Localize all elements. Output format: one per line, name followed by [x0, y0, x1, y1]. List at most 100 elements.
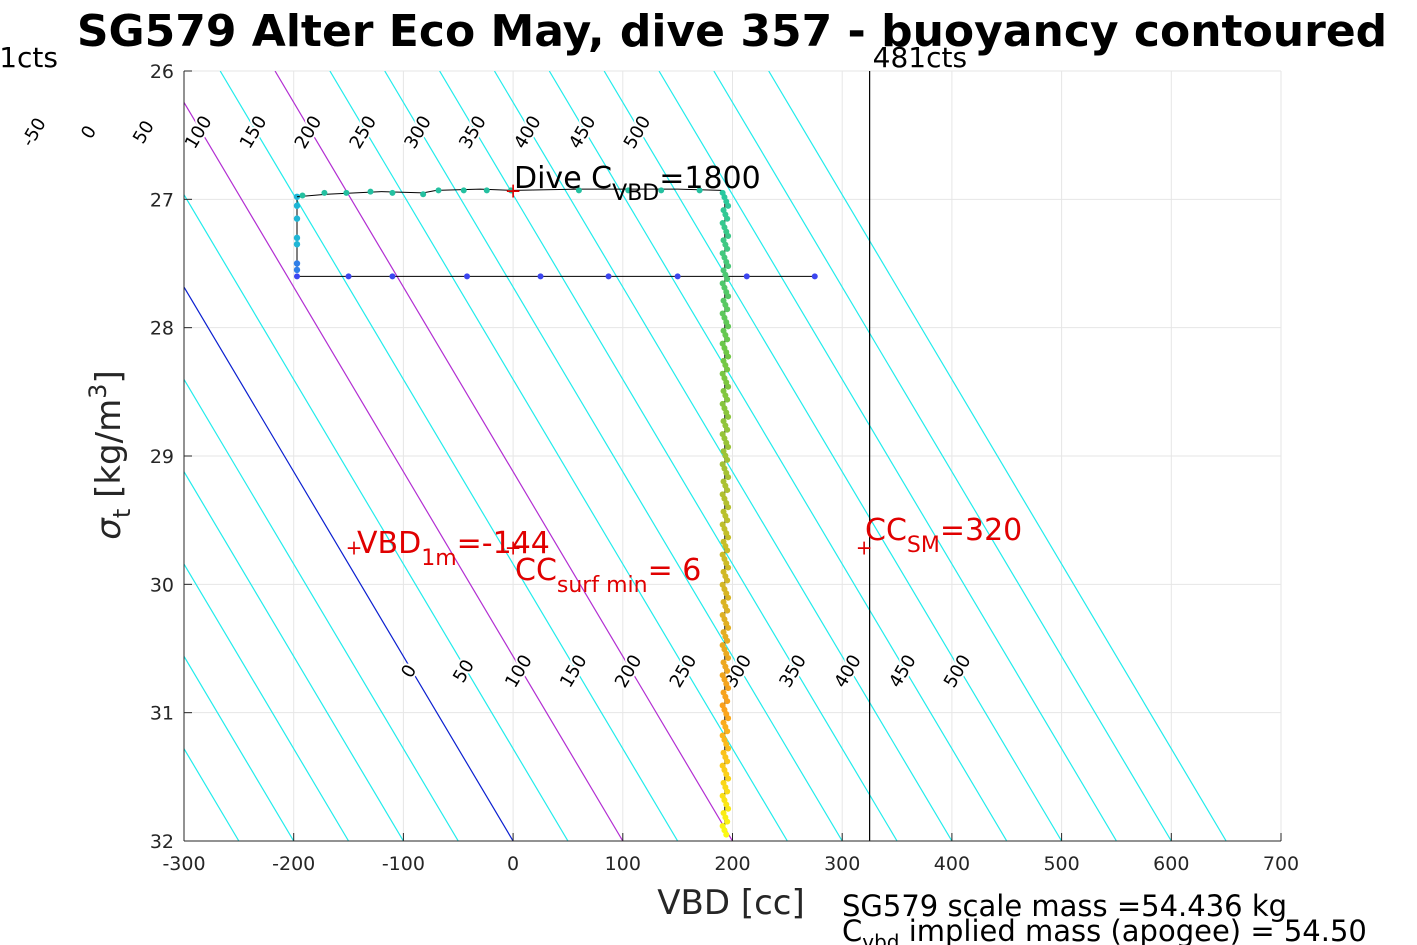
cc-surf-min-main: CC — [515, 553, 557, 588]
x-tick-label: 500 — [1043, 853, 1079, 875]
cc-sm-marker: + — [856, 535, 873, 559]
descent-point — [605, 273, 612, 280]
x-tick-label: 200 — [714, 853, 750, 875]
profile-point — [724, 698, 731, 705]
descent-point — [389, 273, 396, 280]
x-tick-label: -300 — [162, 853, 205, 875]
profile-point — [724, 758, 731, 765]
contour-line — [384, 71, 843, 841]
descent-point — [537, 273, 544, 280]
profile-point — [725, 323, 732, 330]
x-tick-label: 300 — [824, 853, 860, 875]
profile-point — [723, 831, 730, 838]
dive-c-sub: VBD — [612, 181, 659, 206]
footer-vbd-sub: vbd — [862, 930, 899, 945]
y-axis-label: σt [kg/m3] — [84, 370, 136, 539]
left-vertical-point — [293, 260, 301, 267]
profile-point — [724, 366, 731, 373]
profile-point — [725, 263, 732, 270]
ascent-point — [460, 187, 467, 194]
profile-point — [724, 517, 731, 524]
y-tick-label: 26 — [150, 61, 174, 83]
profile-point — [725, 383, 732, 390]
descent-point — [464, 273, 471, 280]
profile-point — [724, 306, 731, 313]
counts-top-label: 481cts — [873, 41, 967, 74]
profile-point — [725, 624, 732, 631]
ascent-point — [483, 187, 490, 194]
x-tick-label: 100 — [605, 853, 641, 875]
dive-c-suffix: =1800 — [659, 161, 760, 196]
contour-line — [768, 71, 1227, 841]
contour-line — [184, 655, 295, 841]
profile-point — [724, 577, 731, 584]
y-tick-label: 32 — [150, 831, 174, 853]
profile-point — [724, 487, 731, 494]
axes: -300 -200 -100 0 100 200 300 400 500 600 700 26 27 28… — [150, 61, 1299, 875]
profile-point — [725, 293, 732, 300]
profile-point — [725, 715, 732, 722]
profile-point — [725, 504, 732, 511]
profile-point — [725, 775, 732, 782]
dive-c-marker: + — [505, 179, 522, 203]
left-vertical-point — [293, 266, 301, 274]
profile-point — [724, 396, 731, 403]
x-tick-label: 400 — [934, 853, 970, 875]
profile-point — [725, 805, 732, 812]
profile-point — [724, 276, 731, 283]
descent-point — [743, 273, 750, 280]
contour-line — [184, 562, 350, 841]
counts-left-label: 1cts — [0, 41, 58, 74]
ascent-point — [435, 187, 442, 194]
contour-line — [439, 71, 898, 841]
ascent-point — [696, 187, 703, 194]
y-label-sup: 3 — [84, 384, 112, 399]
profile-point — [725, 353, 732, 360]
profile-point — [725, 594, 732, 601]
vbd-1m-sub: 1m — [421, 546, 456, 571]
profile-point — [725, 202, 732, 209]
descent-point — [293, 273, 300, 280]
profile-point — [725, 564, 732, 571]
contour-line — [184, 378, 459, 841]
profile-point — [725, 232, 732, 239]
footer-c: C — [842, 914, 862, 945]
footer-implied-mass: Cvbd implied mass (apogee) = 54.50 — [842, 914, 1367, 945]
cc-sm-sub: SM — [907, 533, 940, 558]
ascent-point — [321, 189, 328, 196]
profile-point — [725, 745, 732, 752]
y-tick-label: 31 — [150, 703, 174, 725]
contour-line — [274, 71, 734, 841]
x-tick-label: -100 — [382, 853, 425, 875]
vbd-1m-marker: + — [346, 535, 363, 559]
profile-point — [724, 667, 731, 674]
contour-line — [658, 71, 1117, 841]
dive-series: + — [293, 71, 871, 841]
chart-title: SG579 Alter Eco May, dive 357 - buoyancy… — [77, 6, 1387, 57]
profile-point — [724, 456, 731, 463]
profile-point — [725, 413, 732, 420]
dive-c-prefix: Dive C — [514, 161, 612, 196]
profile-point — [725, 474, 732, 481]
profile-point — [724, 818, 731, 825]
x-tick-label: 600 — [1153, 853, 1189, 875]
contour-line — [184, 285, 514, 841]
y-tick-label: 30 — [150, 574, 174, 596]
cc-sm-main: CC — [865, 513, 907, 548]
dive-c-label: Dive CVBD=1800 — [514, 161, 761, 206]
contour-line — [603, 71, 1063, 841]
profile-point — [724, 547, 731, 554]
profile-point — [724, 245, 731, 252]
profile-point — [725, 655, 732, 662]
cc-surf-min-rest: = 6 — [648, 553, 702, 588]
profile-point — [724, 788, 731, 795]
ascent-point — [625, 187, 632, 194]
footer-scale-mass: SG579 scale mass =54.436 kg — [842, 889, 1287, 923]
cc-sm-label: CCSM=320 — [865, 513, 1022, 558]
profile-point — [724, 215, 731, 222]
profile-point — [724, 728, 731, 735]
profile-point — [725, 685, 732, 692]
ascent-point — [367, 188, 374, 195]
